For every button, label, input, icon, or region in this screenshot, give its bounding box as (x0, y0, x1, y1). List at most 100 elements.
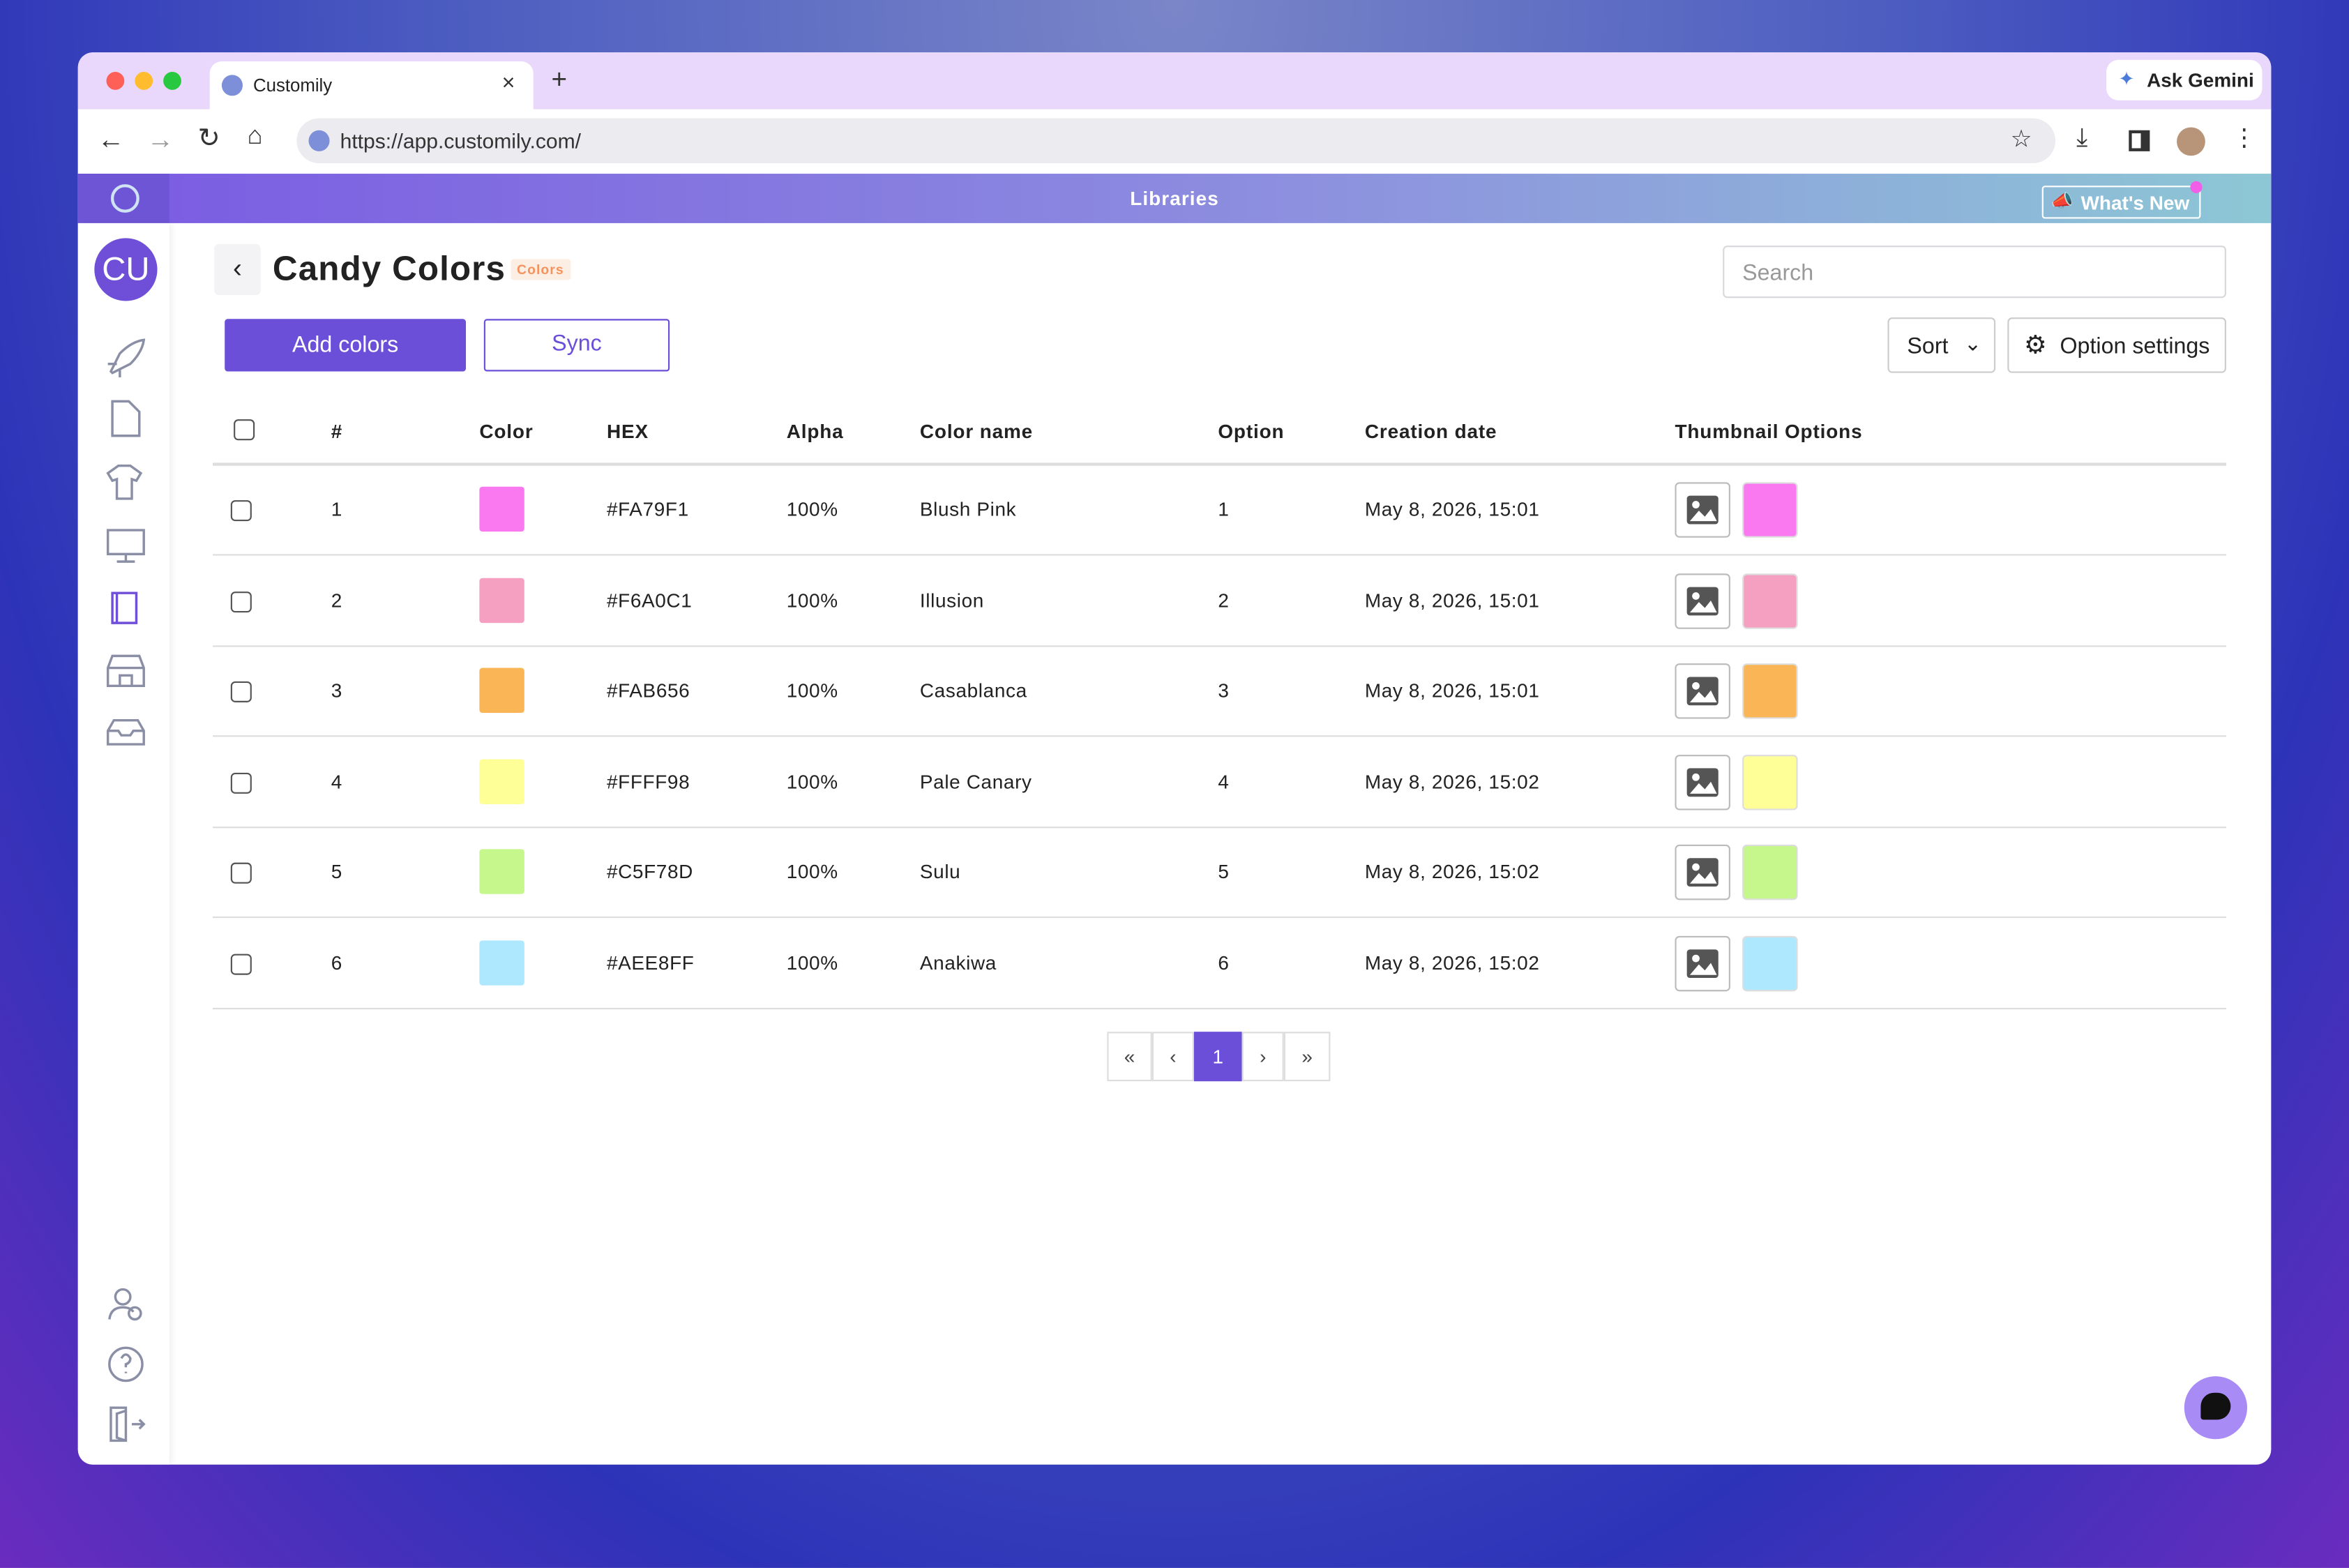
thumbnail-image-button[interactable] (1675, 663, 1730, 719)
table-cell: 1 (1218, 497, 1230, 521)
max-dot[interactable] (163, 72, 181, 90)
tab-title: Customily (253, 75, 333, 96)
table-cell: 4 (1218, 769, 1230, 792)
library-icon[interactable] (111, 591, 138, 624)
option-settings-button[interactable]: ⚙ Option settings (2007, 317, 2226, 373)
row-checkbox[interactable] (230, 681, 252, 702)
table-cell: 4 (331, 769, 342, 792)
column-header: Thumbnail Options (1675, 420, 1863, 443)
column-header: Color name (919, 420, 1034, 443)
table-cell: Sulu (919, 860, 961, 883)
row-divider (213, 916, 2226, 919)
page-button[interactable]: « (1107, 1032, 1152, 1082)
row-checkbox[interactable] (230, 590, 252, 612)
app-header: Libraries What's New 📣 (77, 174, 2272, 223)
column-header: Option (1218, 420, 1285, 443)
column-header: Creation date (1364, 420, 1497, 443)
table-cell: 5 (331, 860, 342, 883)
sort-button[interactable]: Sort ⌄ (1887, 317, 1996, 373)
thumbnail-color[interactable] (1742, 935, 1798, 991)
table-cell: 100% (786, 951, 838, 974)
table-cell: 2 (331, 588, 342, 611)
sidebar: CU (77, 223, 169, 1465)
thumbnail-image-button[interactable] (1675, 844, 1730, 900)
thumbnail-image-button[interactable] (1675, 482, 1730, 538)
thumbnail-image-button[interactable] (1675, 754, 1730, 810)
tab[interactable]: Customily × (209, 61, 534, 110)
user-settings-icon[interactable] (114, 1288, 132, 1306)
table-cell: Illusion (919, 588, 984, 611)
table-cell: 100% (786, 497, 838, 521)
store-icon[interactable] (106, 654, 145, 688)
page-button[interactable]: 1 (1193, 1032, 1242, 1082)
tab-close[interactable]: × (501, 70, 515, 96)
search-input[interactable]: Search (1723, 246, 2226, 299)
sort-label: Sort (1907, 333, 1949, 360)
row-checkbox[interactable] (230, 500, 252, 522)
table-cell: 2 (1218, 588, 1230, 611)
sync-button[interactable]: Sync (483, 319, 670, 372)
column-header: Alpha (786, 420, 844, 443)
file-icon[interactable] (111, 400, 141, 437)
thumbnail-color[interactable] (1742, 573, 1798, 628)
row-divider (213, 644, 2226, 647)
back-button[interactable]: ‹ (214, 243, 261, 295)
page-button[interactable]: ‹ (1151, 1032, 1194, 1082)
shirt-icon[interactable] (106, 464, 143, 500)
hex-cell: #F6A0C1 (606, 588, 693, 611)
min-dot[interactable] (135, 72, 153, 90)
select-all-checkbox[interactable] (234, 419, 255, 441)
row-checkbox[interactable] (230, 953, 252, 974)
type-tag: Colors (511, 259, 571, 280)
column-header: # (331, 420, 343, 443)
gemini-button[interactable]: ✦ Ask Gemini (2106, 59, 2263, 100)
table-cell: May 8, 2026, 15:01 (1364, 588, 1540, 611)
row-checkbox[interactable] (230, 771, 252, 793)
option-settings-label: Option settings (2060, 333, 2210, 360)
inbox-icon[interactable] (106, 718, 145, 746)
monitor-icon[interactable] (106, 529, 145, 563)
color-swatch (479, 849, 524, 894)
rocket-icon[interactable] (107, 338, 146, 378)
table-cell: 6 (1218, 951, 1230, 974)
close-dot[interactable] (106, 72, 125, 90)
page-button[interactable]: › (1241, 1032, 1284, 1082)
help-icon[interactable] (108, 1346, 144, 1382)
table-cell: 5 (1218, 860, 1230, 883)
header-divider (213, 462, 2226, 466)
table-cell: 100% (786, 679, 838, 702)
table-cell: May 8, 2026, 15:02 (1364, 951, 1540, 974)
page-title: Candy Colors (272, 248, 506, 288)
chat-button[interactable] (2184, 1376, 2247, 1440)
thumbnail-color[interactable] (1742, 663, 1798, 719)
page-button[interactable]: » (1283, 1032, 1331, 1082)
hex-cell: #AEE8FF (606, 951, 695, 974)
table-cell: 3 (331, 679, 342, 702)
thumbnail-color[interactable] (1742, 844, 1798, 900)
hex-cell: #C5F78D (606, 860, 693, 883)
table-cell: Anakiwa (919, 951, 997, 974)
table-cell: Pale Canary (919, 769, 1032, 792)
thumbnail-image-button[interactable] (1675, 573, 1730, 628)
row-checkbox[interactable] (230, 862, 252, 884)
thumbnail-color[interactable] (1742, 482, 1798, 538)
column-header: Color (479, 420, 534, 443)
whats-new[interactable]: What's New 📣 (2041, 186, 2201, 219)
avatar[interactable]: CU (94, 238, 158, 301)
gemini-label: Ask Gemini (2147, 68, 2254, 91)
logout-icon[interactable] (109, 1406, 146, 1442)
add-colors-button[interactable]: Add colors (225, 319, 467, 372)
row-divider (213, 554, 2226, 556)
new-tab[interactable]: + (551, 64, 568, 95)
browser-window: Customily × + ✦ Ask Gemini ← → ↻ ⌂ https… (77, 52, 2272, 1465)
table-cell: 100% (786, 769, 838, 792)
address-bar[interactable]: https://app.customily.com/ ☆ (296, 118, 2056, 164)
thumbnail-color[interactable] (1742, 754, 1798, 810)
table-cell: May 8, 2026, 15:01 (1364, 679, 1540, 702)
table-cell: May 8, 2026, 15:02 (1364, 860, 1540, 883)
thumbnail-image-button[interactable] (1675, 935, 1730, 991)
whats-new-label: What's New (2080, 191, 2190, 215)
search-placeholder: Search (1742, 260, 1814, 287)
